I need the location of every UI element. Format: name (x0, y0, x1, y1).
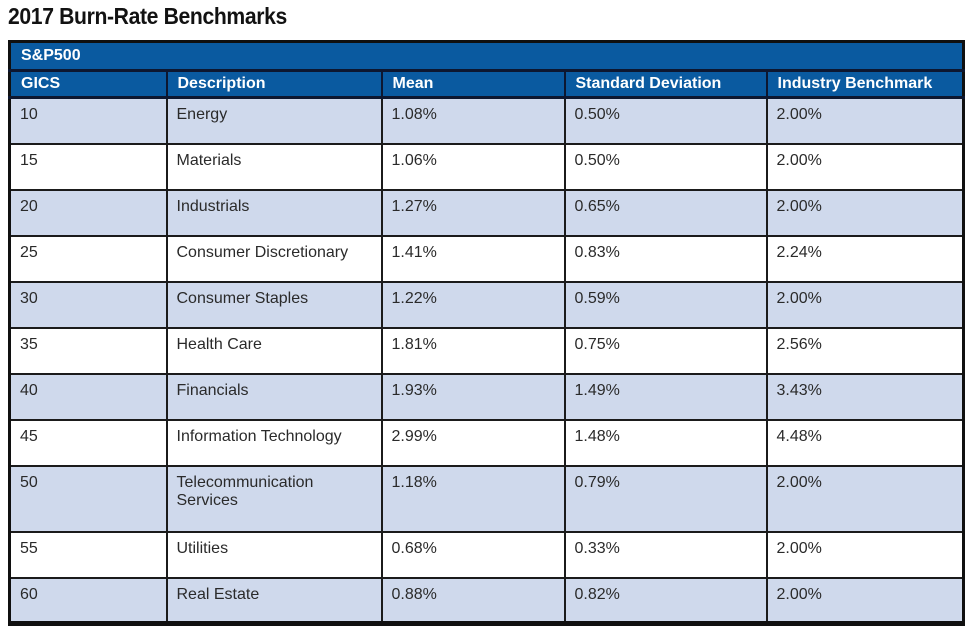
cell-benchmark: 2.24% (765, 234, 965, 283)
cell-mean: 1.93% (380, 372, 566, 421)
cell-mean: 1.06% (380, 142, 566, 191)
table-group-header: S&P500 (9, 41, 964, 72)
column-header-description: Description (165, 70, 383, 99)
cell-description: Utilities (165, 530, 383, 579)
table-row: 55 Utilities 0.68% 0.33% 2.00% (8, 530, 965, 579)
cell-std-dev: 0.83% (563, 234, 768, 283)
cell-benchmark: 2.00% (765, 96, 965, 145)
cell-description: Information Technology (165, 418, 383, 467)
cell-description: Industrials (165, 188, 383, 237)
cell-mean: 1.18% (380, 464, 566, 533)
cell-mean: 0.68% (380, 530, 566, 579)
cell-mean: 1.22% (380, 280, 566, 329)
cell-description: Energy (165, 96, 383, 145)
cell-benchmark: 2.00% (765, 280, 965, 329)
table-body: 10 Energy 1.08% 0.50% 2.00% 15 Materials… (8, 96, 965, 625)
cell-std-dev: 0.50% (563, 142, 768, 191)
column-header-mean: Mean (380, 70, 566, 99)
cell-std-dev: 0.33% (563, 530, 768, 579)
cell-std-dev: 1.48% (563, 418, 768, 467)
cell-description: Consumer Discretionary (165, 234, 383, 283)
cell-std-dev: 0.50% (563, 96, 768, 145)
column-header-gics: GICS (9, 70, 168, 99)
cell-std-dev: 1.49% (563, 372, 768, 421)
cell-description: Health Care (165, 326, 383, 375)
cell-mean: 1.27% (380, 188, 566, 237)
cell-mean: 1.81% (380, 326, 566, 375)
cell-benchmark: 2.00% (765, 530, 965, 579)
column-header-benchmark: Industry Benchmark (765, 70, 964, 99)
table-row: 15 Materials 1.06% 0.50% 2.00% (8, 142, 965, 191)
table-row: 50 Telecommunication Services 1.18% 0.79… (8, 464, 965, 533)
cell-gics: 35 (8, 326, 168, 375)
column-header-std-dev: Standard Deviation (563, 70, 768, 99)
cell-benchmark: 2.00% (765, 464, 965, 533)
cell-benchmark: 2.00% (765, 576, 965, 625)
table-row: 35 Health Care 1.81% 0.75% 2.56% (8, 326, 965, 375)
cell-description: Materials (165, 142, 383, 191)
table-row: 30 Consumer Staples 1.22% 0.59% 2.00% (8, 280, 965, 329)
cell-benchmark: 4.48% (765, 418, 965, 467)
cell-gics: 60 (8, 576, 168, 625)
table-row: 10 Energy 1.08% 0.50% 2.00% (8, 96, 965, 145)
cell-std-dev: 0.65% (563, 188, 768, 237)
benchmarks-table: S&P500 GICS Description Mean Standard De… (8, 40, 966, 626)
cell-gics: 20 (8, 188, 168, 237)
cell-mean: 1.08% (380, 96, 566, 145)
cell-gics: 15 (8, 142, 168, 191)
cell-description: Real Estate (165, 576, 383, 625)
cell-mean: 1.41% (380, 234, 566, 283)
page-title: 2017 Burn-Rate Benchmarks (8, 3, 287, 29)
cell-gics: 55 (8, 530, 168, 579)
cell-description: Consumer Staples (165, 280, 383, 329)
cell-gics: 10 (8, 96, 168, 145)
cell-gics: 50 (8, 464, 168, 533)
table-row: 40 Financials 1.93% 1.49% 3.43% (8, 372, 965, 421)
cell-std-dev: 0.59% (563, 280, 768, 329)
cell-gics: 45 (8, 418, 168, 467)
cell-description: Telecommunication Services (165, 464, 383, 533)
cell-benchmark: 2.00% (765, 188, 965, 237)
table-row: 25 Consumer Discretionary 1.41% 0.83% 2.… (8, 234, 965, 283)
cell-description: Financials (165, 372, 383, 421)
cell-gics: 40 (8, 372, 168, 421)
table-column-header-row: GICS Description Mean Standard Deviation… (9, 70, 964, 99)
cell-benchmark: 2.00% (765, 142, 965, 191)
cell-std-dev: 0.82% (563, 576, 768, 625)
cell-gics: 30 (8, 280, 168, 329)
table-row: 60 Real Estate 0.88% 0.82% 2.00% (8, 576, 965, 625)
cell-std-dev: 0.75% (563, 326, 768, 375)
table-row: 20 Industrials 1.27% 0.65% 2.00% (8, 188, 965, 237)
cell-std-dev: 0.79% (563, 464, 768, 533)
cell-benchmark: 3.43% (765, 372, 965, 421)
cell-mean: 0.88% (380, 576, 566, 625)
table-row: 45 Information Technology 2.99% 1.48% 4.… (8, 418, 965, 467)
table-group-header-row: S&P500 (9, 41, 964, 72)
cell-mean: 2.99% (380, 418, 566, 467)
cell-benchmark: 2.56% (765, 326, 965, 375)
cell-gics: 25 (8, 234, 168, 283)
